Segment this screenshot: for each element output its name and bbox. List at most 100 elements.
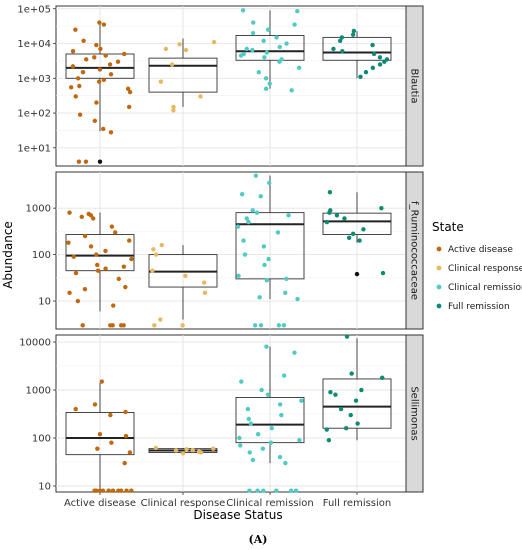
data-point — [94, 100, 99, 105]
y-tick-label: 1e+02 — [17, 109, 51, 120]
data-point — [279, 412, 284, 418]
data-point — [261, 38, 266, 43]
x-tick-label: Full remission — [323, 498, 392, 509]
data-point — [73, 270, 79, 276]
panel-background — [55, 334, 407, 493]
box-body — [322, 378, 392, 429]
data-point — [370, 42, 375, 48]
data-point — [80, 69, 86, 75]
data-point — [379, 205, 384, 211]
data-point — [363, 69, 369, 75]
box-body — [322, 36, 392, 61]
data-point — [97, 20, 102, 25]
outlier-point — [354, 271, 360, 277]
legend-item-label: Full remission — [448, 302, 510, 312]
data-point — [201, 280, 207, 285]
data-point — [377, 55, 383, 60]
data-point — [275, 230, 281, 235]
facet-strip — [405, 334, 424, 493]
data-point — [82, 233, 88, 239]
data-point — [277, 44, 282, 50]
data-point — [169, 62, 175, 67]
data-point — [108, 412, 113, 418]
data-point — [324, 219, 330, 225]
data-point — [239, 191, 245, 197]
data-point — [244, 216, 249, 221]
legend: State Active disease Clinical response Cli… — [432, 220, 522, 312]
data-point — [293, 488, 299, 493]
y-tick-label: 100 — [32, 250, 51, 261]
legend-item-label: Active disease — [448, 245, 513, 255]
data-point — [84, 57, 89, 62]
data-point — [380, 375, 385, 380]
box-body — [148, 57, 218, 93]
legend-swatch — [436, 246, 442, 252]
data-point — [348, 412, 353, 418]
data-point — [382, 59, 387, 64]
legend-swatch — [436, 303, 442, 309]
data-point — [328, 390, 333, 395]
data-point — [283, 460, 288, 466]
legend-item-label: Clinical remission — [448, 283, 522, 293]
legend-swatch — [436, 265, 442, 271]
data-point — [180, 323, 185, 328]
data-point — [190, 447, 195, 453]
data-point — [127, 238, 132, 243]
data-point — [292, 22, 297, 27]
legend-item-label: Clinical response — [448, 264, 522, 274]
data-point — [171, 104, 176, 110]
data-point — [115, 59, 121, 64]
data-point — [253, 173, 259, 178]
data-point — [327, 210, 332, 215]
data-point — [118, 323, 124, 328]
data-point — [129, 256, 134, 262]
data-point — [158, 317, 163, 322]
data-point — [331, 46, 336, 52]
data-point — [198, 94, 203, 99]
data-point — [264, 50, 270, 55]
data-point — [76, 159, 82, 164]
data-point — [90, 216, 96, 221]
data-point — [211, 39, 217, 45]
data-point — [107, 62, 113, 67]
data-point — [96, 79, 102, 84]
data-point — [246, 219, 251, 225]
data-point — [126, 104, 132, 110]
data-point — [77, 83, 82, 89]
data-point — [70, 64, 76, 69]
data-point — [245, 406, 251, 412]
data-point — [261, 244, 267, 249]
data-point — [183, 47, 189, 53]
legend-swatch — [436, 284, 442, 290]
data-point — [250, 208, 255, 213]
data-point — [101, 126, 106, 132]
data-point — [173, 448, 179, 453]
data-point — [286, 213, 291, 218]
data-point — [247, 450, 252, 455]
data-point — [202, 290, 208, 296]
data-point — [346, 235, 352, 240]
data-point — [351, 28, 357, 34]
data-point — [353, 398, 359, 403]
data-point — [71, 254, 76, 259]
data-point — [81, 38, 86, 43]
data-point — [79, 214, 84, 220]
data-point — [268, 440, 274, 445]
data-point — [283, 290, 288, 296]
data-point — [358, 74, 363, 80]
data-point — [295, 9, 300, 14]
box — [235, 175, 305, 300]
box-body — [322, 212, 392, 236]
data-point — [324, 427, 329, 432]
y-tick-label: 1e+01 — [17, 143, 51, 154]
data-point — [67, 290, 72, 296]
data-point — [242, 252, 248, 257]
data-point — [288, 488, 294, 493]
data-point — [103, 53, 108, 58]
data-point — [263, 86, 269, 91]
data-point — [158, 79, 164, 84]
data-point — [92, 55, 97, 60]
data-point — [257, 295, 262, 300]
data-point — [349, 371, 354, 376]
data-point — [350, 32, 356, 37]
